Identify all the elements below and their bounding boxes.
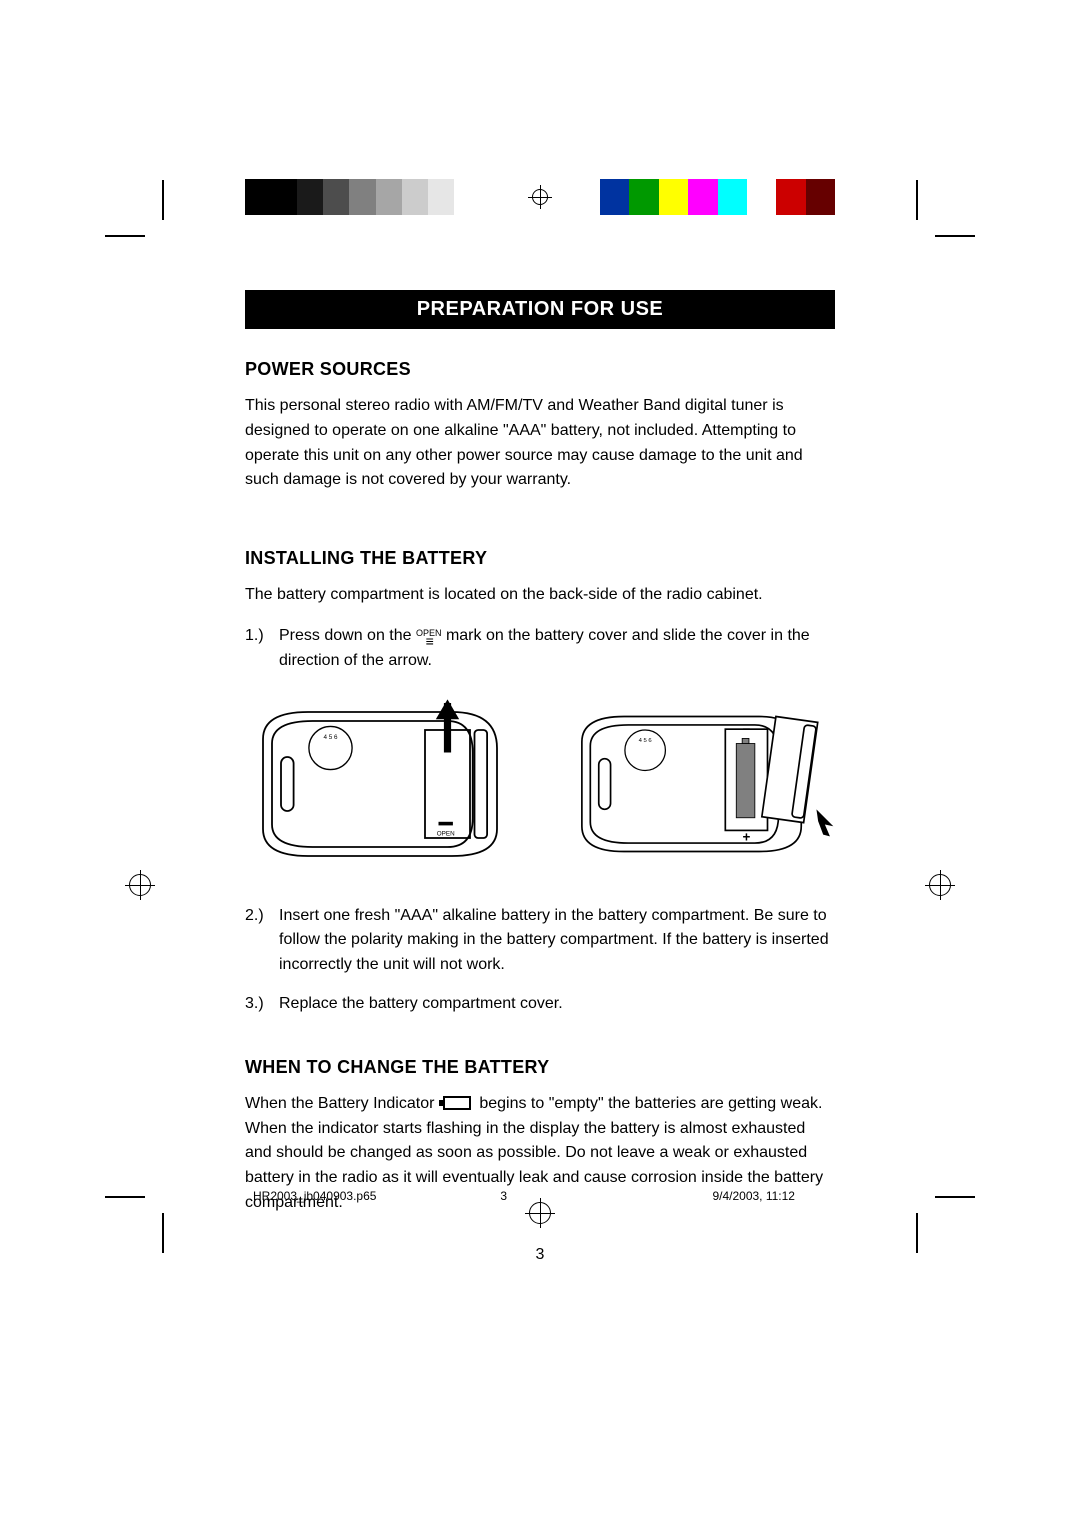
page-number: 3	[245, 1246, 835, 1264]
grayscale-swatch	[428, 179, 454, 215]
color-swatch	[806, 179, 835, 215]
step-3: 3.) Replace the battery compartment cove…	[245, 992, 835, 1017]
color-swatch	[688, 179, 717, 215]
footer-date: 9/4/2003, 11:12	[648, 1189, 835, 1203]
content-area: PREPARATION FOR USE POWER SOURCES This p…	[245, 290, 835, 1168]
crop-mark	[162, 180, 164, 220]
open-mark-icon: OPEN ≡	[416, 629, 442, 645]
grayscale-swatch	[376, 179, 402, 215]
footer-page: 3	[400, 1189, 647, 1203]
step-2-text: Insert one fresh "AAA" alkaline battery …	[279, 907, 829, 974]
change-text-a: When the Battery Indicator	[245, 1095, 439, 1112]
svg-text:4 5 6: 4 5 6	[639, 737, 653, 743]
registration-mark-icon	[925, 870, 955, 900]
grayscale-swatch	[402, 179, 428, 215]
grayscale-swatch	[297, 179, 323, 215]
diagram-insert-battery: 4 5 6 − +	[565, 694, 835, 874]
color-swatch	[718, 179, 747, 215]
grayscale-swatch	[349, 179, 375, 215]
grayscale-swatch	[323, 179, 349, 215]
crop-mark	[935, 1196, 975, 1198]
footer-filename: HR2003_ib040903.p65	[245, 1189, 400, 1203]
install-steps: 1.) Press down on the OPEN ≡ mark on the…	[245, 624, 835, 674]
step-1: 1.) Press down on the OPEN ≡ mark on the…	[245, 624, 835, 674]
heading-installing-battery: INSTALLING THE BATTERY	[245, 548, 835, 569]
heading-power-sources: POWER SOURCES	[245, 359, 835, 380]
color-swatch	[776, 179, 805, 215]
crop-mark	[916, 1213, 918, 1253]
page: PREPARATION FOR USE POWER SOURCES This p…	[0, 0, 1080, 1528]
color-swatch	[629, 179, 658, 215]
installing-intro: The battery compartment is located on th…	[245, 583, 835, 608]
diagram-remove-cover: 4 5 6 OPEN	[245, 694, 515, 874]
color-swatch	[747, 179, 776, 215]
crop-mark	[162, 1213, 164, 1253]
install-steps-2: 2.) Insert one fresh "AAA" alkaline batt…	[245, 904, 835, 1017]
step-3-text: Replace the battery compartment cover.	[279, 995, 563, 1012]
step-2: 2.) Insert one fresh "AAA" alkaline batt…	[245, 904, 835, 978]
battery-diagrams: 4 5 6 OPEN 4 5 6 − +	[245, 694, 835, 874]
registration-mark-icon	[528, 185, 552, 209]
svg-text:OPEN: OPEN	[437, 830, 455, 837]
crop-mark	[105, 1196, 145, 1198]
page-title: PREPARATION FOR USE	[245, 290, 835, 329]
print-footer: HR2003_ib040903.p65 3 9/4/2003, 11:12	[245, 1189, 835, 1203]
color-swatch	[659, 179, 688, 215]
svg-text:+: +	[742, 829, 750, 844]
grayscale-swatch	[454, 179, 480, 215]
crop-mark	[916, 180, 918, 220]
color-calibration-bar	[245, 179, 835, 215]
grayscale-swatch	[245, 179, 271, 215]
grayscale-swatch	[271, 179, 297, 215]
crop-mark	[105, 235, 145, 237]
step-1-text-a: Press down on the	[279, 627, 416, 644]
registration-mark-icon	[125, 870, 155, 900]
color-swatch	[600, 179, 629, 215]
svg-text:−: −	[742, 721, 750, 736]
svg-text:4 5 6: 4 5 6	[323, 734, 338, 741]
power-sources-text: This personal stereo radio with AM/FM/TV…	[245, 394, 835, 493]
battery-indicator-icon	[443, 1096, 471, 1110]
crop-mark	[935, 235, 975, 237]
heading-change-battery: WHEN TO CHANGE THE BATTERY	[245, 1057, 835, 1078]
